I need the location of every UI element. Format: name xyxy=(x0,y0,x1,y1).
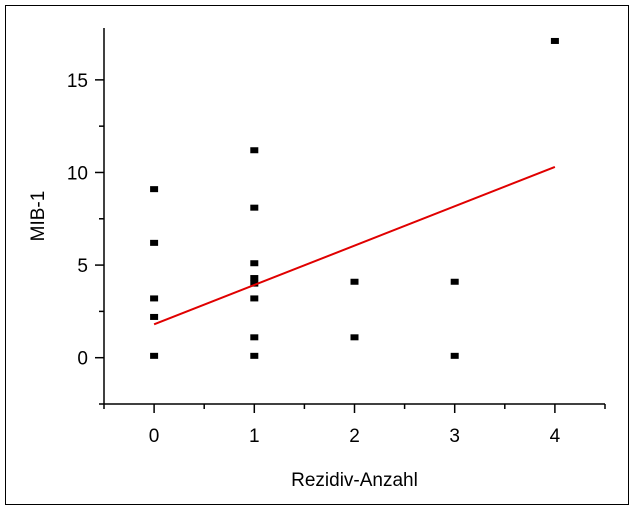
x-tick-label: 0 xyxy=(149,426,160,447)
x-tick-label: 4 xyxy=(550,426,561,447)
data-point xyxy=(150,186,159,193)
data-point xyxy=(350,278,359,285)
y-tick-label: 15 xyxy=(67,71,88,92)
data-point xyxy=(350,334,359,341)
data-point xyxy=(150,239,159,246)
axes xyxy=(103,28,605,405)
chart-frame: 0 1 2 3 4 0 5 10 15 Rezidiv-Anzahl MIB-1 xyxy=(5,5,629,505)
data-marks xyxy=(150,37,559,359)
x-tick-label: 2 xyxy=(349,426,360,447)
data-point xyxy=(550,37,559,44)
data-point xyxy=(450,278,459,285)
y-tick-label: 10 xyxy=(67,163,88,184)
x-axis-title: Rezidiv-Anzahl xyxy=(291,470,418,491)
y-tick-label: 0 xyxy=(77,349,88,370)
data-point xyxy=(250,204,259,211)
regression-line xyxy=(153,165,556,326)
x-tick-label: 3 xyxy=(449,426,460,447)
tick-labels: 0 1 2 3 4 0 5 10 15 xyxy=(67,71,561,447)
y-tick-label: 5 xyxy=(77,256,88,277)
ticks xyxy=(95,79,606,413)
data-point xyxy=(250,280,259,287)
data-point xyxy=(250,334,259,341)
data-point xyxy=(150,295,159,302)
x-tick-label: 1 xyxy=(249,426,260,447)
data-point xyxy=(250,147,259,154)
data-point xyxy=(250,260,259,267)
data-point xyxy=(250,352,259,359)
data-point xyxy=(450,352,459,359)
y-axis-title: MIB-1 xyxy=(28,191,49,242)
data-point xyxy=(250,275,259,282)
data-point xyxy=(150,352,159,359)
data-point xyxy=(150,313,159,320)
scatter-chart: 0 1 2 3 4 0 5 10 15 Rezidiv-Anzahl MIB-1 xyxy=(28,28,606,491)
data-point xyxy=(250,295,259,302)
